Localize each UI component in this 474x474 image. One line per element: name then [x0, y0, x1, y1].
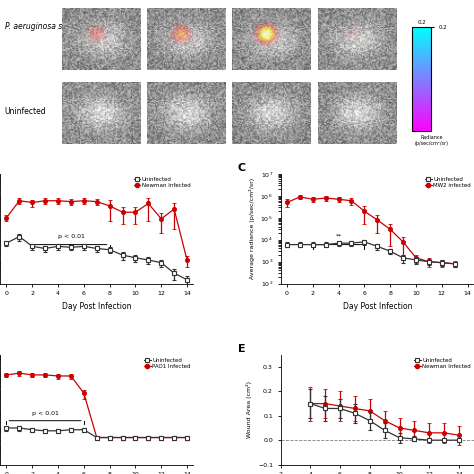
- Y-axis label: Wound Area (cm²): Wound Area (cm²): [246, 381, 252, 438]
- X-axis label: Day Post Infection: Day Post Infection: [62, 302, 131, 311]
- Text: Uninfected: Uninfected: [5, 107, 46, 116]
- Text: p < 0.01: p < 0.01: [32, 411, 59, 416]
- Text: Radiance
(p/sec/cm²/sr): Radiance (p/sec/cm²/sr): [414, 135, 448, 146]
- Text: **: **: [336, 234, 342, 239]
- Legend: Uninfected, Newman Infected: Uninfected, Newman Infected: [414, 358, 471, 369]
- Text: E: E: [238, 344, 246, 354]
- Text: p < 0.01: p < 0.01: [57, 234, 84, 239]
- Legend: Uninfected, MW2 infected: Uninfected, MW2 infected: [425, 177, 471, 188]
- Text: P. aeruginosa strain PAO1: P. aeruginosa strain PAO1: [5, 22, 102, 31]
- Text: C: C: [238, 163, 246, 173]
- X-axis label: Day Post Infection: Day Post Infection: [343, 302, 412, 311]
- Legend: Uninfected, Newman Infected: Uninfected, Newman Infected: [134, 177, 191, 188]
- Y-axis label: Average radiance (p/sec/cm²/sr): Average radiance (p/sec/cm²/sr): [249, 178, 255, 279]
- Legend: Uninfected, PAO1 Infected: Uninfected, PAO1 Infected: [144, 358, 191, 369]
